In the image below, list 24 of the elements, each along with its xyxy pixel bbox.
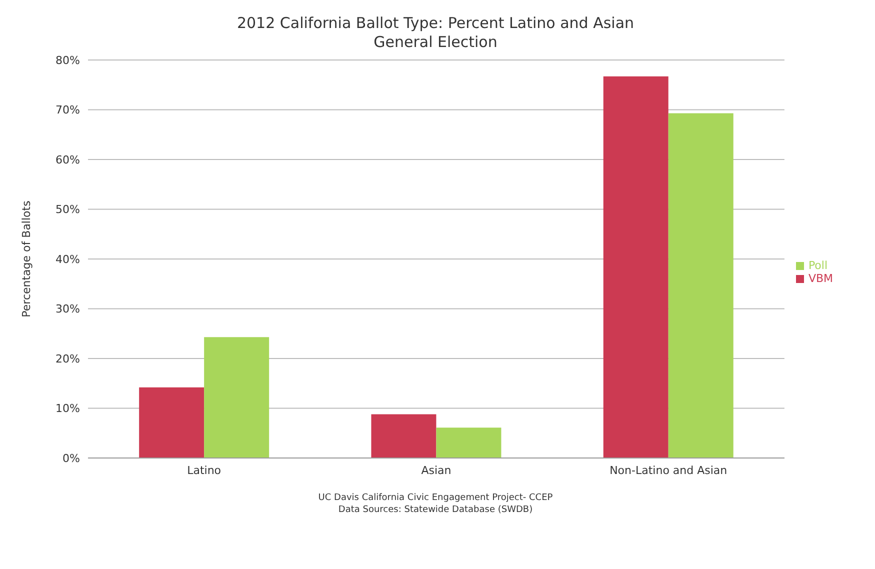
- bar: [139, 387, 204, 458]
- y-tick-label: 30%: [56, 302, 80, 316]
- bar: [668, 113, 734, 458]
- y-tick-label: 70%: [56, 104, 80, 117]
- x-tick-label: Asian: [421, 464, 452, 477]
- bar: [436, 428, 502, 458]
- y-tick-label: 80%: [56, 54, 80, 67]
- y-tick-label: 40%: [56, 252, 80, 266]
- chart-title: 2012 California Ballot Type: Percent Latino and Asian General Election: [236, 14, 636, 52]
- x-tick-label: Non-Latino and Asian: [610, 464, 728, 477]
- legend-label: Poll: [808, 259, 828, 272]
- y-tick-label: 10%: [56, 402, 80, 416]
- bar: [204, 337, 270, 458]
- legend-label: VBM: [808, 272, 833, 285]
- y-tick-label: 50%: [56, 203, 80, 216]
- bar: [371, 414, 436, 458]
- y-axis-title: Percentage of Ballots: [20, 200, 33, 318]
- text: Data Sources: Statewide Database (SWDB): [337, 504, 534, 516]
- x-tick-label: Latino: [187, 464, 222, 477]
- text: UC Davis California Civic Engagement Project- CCEP: [317, 492, 554, 504]
- y-tick-label: 60%: [56, 153, 80, 166]
- bar: [603, 76, 668, 458]
- y-tick-label: 0%: [62, 452, 80, 465]
- y-tick-label: 20%: [56, 352, 80, 366]
